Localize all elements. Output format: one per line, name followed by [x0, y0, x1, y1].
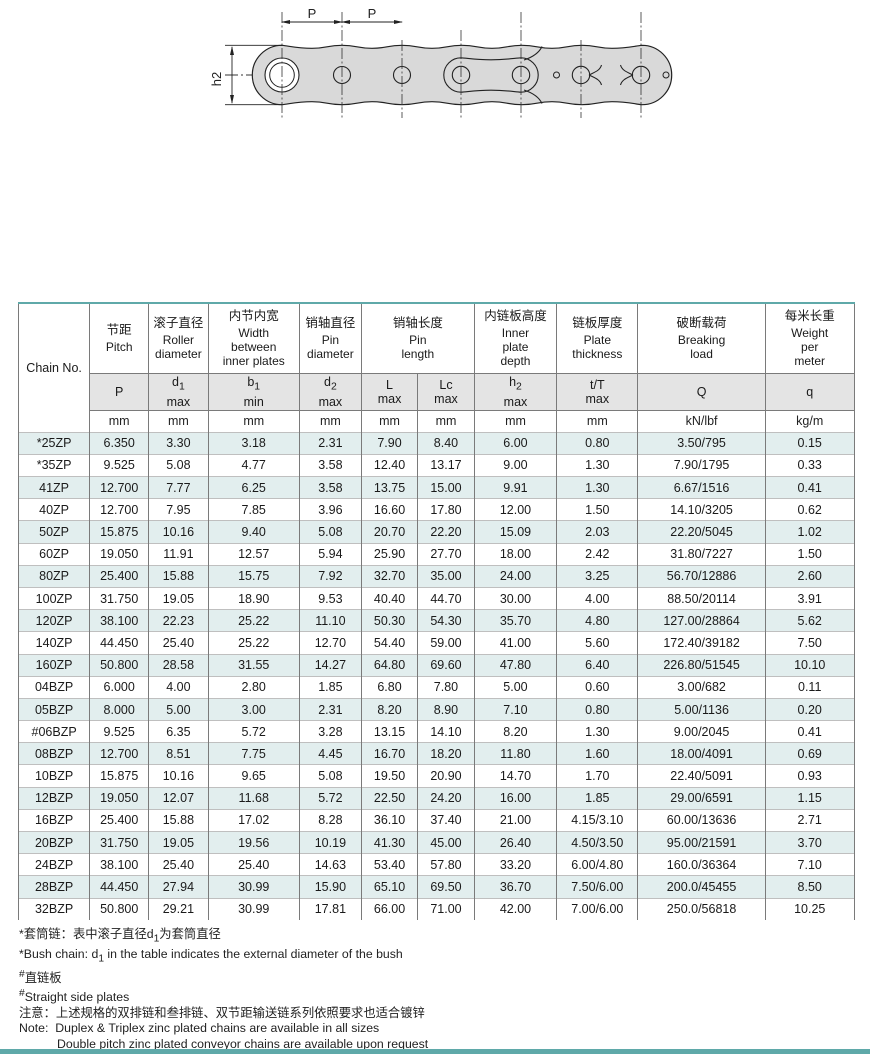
svg-text:P: P [368, 6, 377, 21]
svg-text:P: P [308, 6, 317, 21]
svg-text:h2: h2 [209, 72, 224, 86]
